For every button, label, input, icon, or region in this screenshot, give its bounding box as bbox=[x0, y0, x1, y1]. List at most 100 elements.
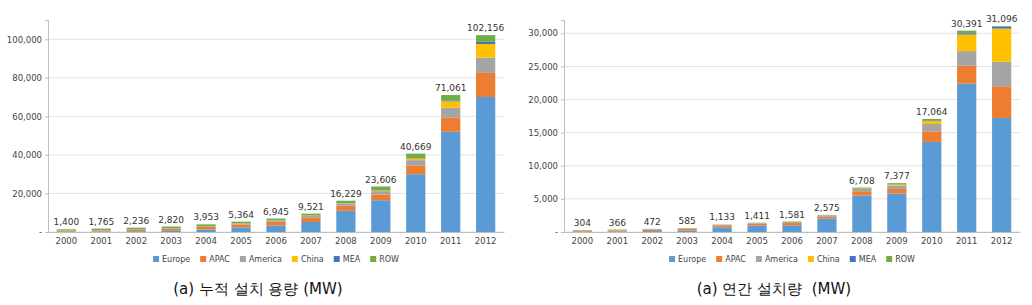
bars bbox=[573, 26, 1012, 232]
legend-item: America bbox=[756, 255, 798, 264]
legend-item: APAC bbox=[200, 255, 230, 264]
bar-segment bbox=[992, 62, 1011, 87]
x-tick: 2003 bbox=[160, 232, 182, 246]
chart-title: (a) 누적 설치 용량 (MW) bbox=[173, 280, 342, 298]
bar-segment bbox=[957, 33, 976, 34]
bar-segment bbox=[992, 25, 1011, 27]
x-tick: 2004 bbox=[711, 232, 733, 246]
legend-label: ROW bbox=[895, 255, 915, 264]
total-label: 16,229 bbox=[330, 189, 362, 199]
y-tick-mark bbox=[45, 155, 48, 156]
x-tick: 2002 bbox=[641, 232, 663, 246]
legend-label: Europe bbox=[162, 255, 190, 264]
bar-segment bbox=[608, 231, 627, 232]
bar-segment bbox=[922, 124, 941, 131]
grid bbox=[48, 39, 504, 232]
y-tick: 60,000 bbox=[12, 112, 48, 122]
total-labels: 3043664725851,1331,4111,5812,5756,7087,3… bbox=[574, 14, 1018, 228]
bar-segment bbox=[747, 222, 766, 224]
x-tick: 2002 bbox=[125, 232, 147, 246]
total-label: 1,400 bbox=[53, 217, 79, 227]
y-tick-mark bbox=[45, 116, 48, 117]
bar-segment bbox=[922, 142, 941, 232]
legend-label: America bbox=[249, 255, 282, 264]
x-tick: 2005 bbox=[746, 232, 768, 246]
bar-segment bbox=[678, 229, 697, 231]
total-label: 366 bbox=[609, 218, 626, 228]
bar-segment bbox=[573, 230, 592, 231]
y-tick-mark bbox=[561, 66, 564, 67]
x-axis-line bbox=[565, 232, 1021, 233]
y-tick-label: 80,000 bbox=[12, 73, 42, 83]
bar-segment bbox=[231, 224, 250, 227]
bar-segment bbox=[162, 227, 181, 229]
legend-label: America bbox=[765, 255, 798, 264]
bar-segment bbox=[922, 121, 941, 124]
x-tick-label: 2009 bbox=[886, 236, 908, 246]
y-axis-line bbox=[561, 21, 565, 233]
legend-item: China bbox=[808, 255, 840, 264]
x-tick-label: 2012 bbox=[991, 236, 1013, 246]
y-tick-mark bbox=[45, 193, 48, 194]
bar-segment bbox=[678, 228, 697, 229]
bar-segment bbox=[887, 189, 906, 194]
total-label: 1,133 bbox=[709, 212, 735, 222]
x-tick: 2000 bbox=[572, 232, 594, 246]
bar-segment bbox=[336, 201, 355, 203]
y-tick-mark bbox=[45, 78, 48, 79]
y-tick-label: 30,000 bbox=[528, 28, 558, 38]
bar-segment bbox=[957, 31, 976, 34]
bar-segment bbox=[573, 230, 592, 231]
legend-swatch bbox=[716, 256, 722, 262]
y-tick: 80,000 bbox=[12, 73, 48, 83]
x-tick-label: 2005 bbox=[230, 236, 252, 246]
bar-segment bbox=[197, 229, 216, 232]
chart-panel: 1,4001,7652,2362,8203,9535,3646,9459,521… bbox=[7, 21, 505, 299]
total-label: 6,708 bbox=[849, 176, 875, 186]
bar-segment bbox=[301, 217, 320, 222]
bar-segment bbox=[992, 27, 1011, 29]
series-bars bbox=[573, 66, 1012, 232]
y-axis: -5,00010,00015,00020,00025,00030,000 bbox=[528, 21, 564, 238]
y-tick-label: - bbox=[555, 227, 558, 237]
x-tick: 2008 bbox=[851, 232, 873, 246]
grid-line bbox=[564, 66, 1020, 67]
bar-segment bbox=[406, 158, 425, 160]
total-label: 31,096 bbox=[986, 14, 1018, 24]
bar-segment bbox=[476, 44, 495, 57]
bar-segment bbox=[92, 229, 111, 230]
bar-segment bbox=[57, 229, 76, 230]
legend-swatch bbox=[153, 256, 159, 262]
x-axis-line bbox=[49, 232, 505, 233]
bar-segment bbox=[887, 184, 906, 185]
y-tick-label: 20,000 bbox=[528, 95, 558, 105]
bar-segment bbox=[441, 132, 460, 232]
legend-swatch bbox=[669, 256, 675, 262]
x-tick-label: 2011 bbox=[440, 236, 462, 246]
x-tick: 2006 bbox=[265, 232, 287, 246]
bar-segment bbox=[266, 221, 285, 222]
x-tick-label: 2000 bbox=[56, 236, 78, 246]
bar-segment bbox=[608, 229, 627, 230]
total-label: 23,606 bbox=[365, 175, 397, 185]
x-tick: 2011 bbox=[440, 232, 462, 246]
bar-segment bbox=[678, 228, 697, 229]
bar-segment bbox=[643, 229, 662, 230]
total-label: 71,061 bbox=[435, 83, 467, 93]
bar-segment bbox=[782, 221, 801, 222]
series-bars bbox=[573, 29, 1012, 231]
bar-segment bbox=[57, 230, 76, 231]
x-tick-label: 2001 bbox=[606, 236, 628, 246]
y-tick: - bbox=[555, 227, 564, 237]
legend-label: China bbox=[301, 255, 324, 264]
legend-item: ROW bbox=[370, 255, 399, 264]
bar-segment bbox=[852, 187, 871, 189]
bar-segment bbox=[441, 95, 460, 100]
total-labels: 1,4001,7652,2362,8203,9535,3646,9459,521… bbox=[53, 23, 504, 227]
bar-segment bbox=[406, 154, 425, 158]
series-bars bbox=[57, 73, 496, 232]
bar-segment bbox=[782, 223, 801, 225]
legend-swatch bbox=[370, 256, 376, 262]
grid-line bbox=[564, 165, 1020, 166]
bar-segment bbox=[336, 203, 355, 205]
